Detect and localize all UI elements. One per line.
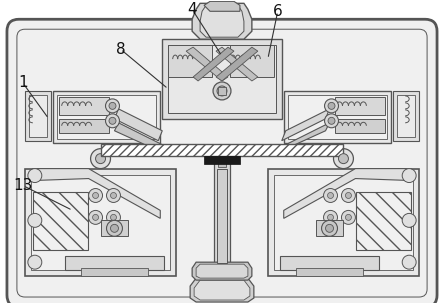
Text: 13: 13 bbox=[13, 178, 32, 193]
Polygon shape bbox=[200, 5, 244, 37]
Circle shape bbox=[28, 255, 42, 269]
Text: 8: 8 bbox=[115, 42, 125, 57]
Circle shape bbox=[217, 86, 227, 96]
FancyBboxPatch shape bbox=[7, 19, 437, 303]
Circle shape bbox=[28, 213, 42, 227]
Circle shape bbox=[345, 215, 351, 220]
Bar bbox=[230, 45, 274, 77]
Text: 4: 4 bbox=[187, 2, 197, 17]
Polygon shape bbox=[186, 47, 228, 81]
Circle shape bbox=[402, 255, 416, 269]
Bar bbox=[59, 119, 108, 133]
Polygon shape bbox=[282, 109, 329, 141]
Text: 6: 6 bbox=[273, 4, 283, 19]
Circle shape bbox=[324, 210, 337, 224]
Bar bbox=[397, 95, 415, 137]
Bar bbox=[336, 97, 385, 115]
Circle shape bbox=[333, 149, 353, 168]
Bar bbox=[268, 168, 419, 276]
Circle shape bbox=[402, 168, 416, 182]
Circle shape bbox=[111, 215, 116, 220]
Polygon shape bbox=[284, 168, 411, 218]
Circle shape bbox=[89, 188, 103, 202]
Polygon shape bbox=[192, 3, 252, 39]
Polygon shape bbox=[216, 47, 258, 81]
Circle shape bbox=[107, 210, 120, 224]
Circle shape bbox=[107, 188, 120, 202]
Polygon shape bbox=[192, 262, 252, 280]
Polygon shape bbox=[115, 123, 162, 151]
Bar bbox=[81, 268, 148, 276]
Bar bbox=[288, 95, 387, 139]
Polygon shape bbox=[282, 123, 329, 151]
Bar bbox=[25, 91, 51, 141]
Circle shape bbox=[325, 224, 333, 232]
Circle shape bbox=[109, 117, 116, 124]
Circle shape bbox=[28, 168, 42, 182]
Circle shape bbox=[106, 114, 119, 128]
Bar bbox=[204, 156, 240, 164]
Polygon shape bbox=[115, 109, 162, 141]
Polygon shape bbox=[216, 47, 258, 81]
Bar bbox=[168, 45, 212, 77]
Circle shape bbox=[325, 114, 338, 128]
Bar bbox=[59, 97, 108, 115]
Circle shape bbox=[321, 220, 337, 236]
Circle shape bbox=[328, 102, 335, 109]
Bar bbox=[29, 95, 47, 137]
Bar bbox=[280, 256, 379, 270]
Polygon shape bbox=[33, 168, 160, 218]
Bar bbox=[218, 87, 226, 95]
Circle shape bbox=[107, 220, 123, 236]
Circle shape bbox=[111, 192, 116, 198]
Circle shape bbox=[345, 192, 351, 198]
Polygon shape bbox=[193, 47, 234, 81]
Polygon shape bbox=[196, 264, 248, 278]
Polygon shape bbox=[190, 278, 254, 302]
Circle shape bbox=[328, 192, 333, 198]
Bar bbox=[218, 159, 226, 167]
Bar bbox=[162, 39, 282, 119]
Circle shape bbox=[95, 154, 106, 164]
Circle shape bbox=[89, 210, 103, 224]
Bar bbox=[357, 192, 411, 250]
Bar bbox=[296, 268, 363, 276]
Bar bbox=[53, 91, 160, 143]
Bar bbox=[168, 45, 276, 113]
Circle shape bbox=[93, 215, 99, 220]
Bar bbox=[25, 168, 176, 276]
Circle shape bbox=[341, 188, 355, 202]
Bar bbox=[316, 220, 344, 236]
Circle shape bbox=[328, 215, 333, 220]
Circle shape bbox=[341, 210, 355, 224]
Circle shape bbox=[338, 154, 349, 164]
Bar bbox=[31, 175, 170, 270]
Bar bbox=[393, 91, 419, 141]
Bar bbox=[100, 144, 344, 156]
Polygon shape bbox=[194, 280, 250, 300]
Circle shape bbox=[324, 188, 337, 202]
Bar bbox=[217, 168, 227, 263]
Circle shape bbox=[213, 82, 231, 100]
Circle shape bbox=[325, 99, 338, 113]
Circle shape bbox=[109, 102, 116, 109]
Circle shape bbox=[106, 99, 119, 113]
Bar bbox=[284, 91, 391, 143]
Circle shape bbox=[91, 149, 111, 168]
Bar bbox=[57, 95, 156, 139]
Circle shape bbox=[402, 213, 416, 227]
Bar bbox=[274, 175, 413, 270]
Bar bbox=[214, 156, 230, 265]
Bar bbox=[336, 119, 385, 133]
Bar bbox=[65, 256, 164, 270]
Polygon shape bbox=[204, 1, 240, 11]
Circle shape bbox=[328, 117, 335, 124]
Circle shape bbox=[93, 192, 99, 198]
Bar bbox=[100, 220, 128, 236]
Bar bbox=[33, 192, 87, 250]
Circle shape bbox=[111, 224, 119, 232]
Text: 1: 1 bbox=[18, 75, 28, 91]
